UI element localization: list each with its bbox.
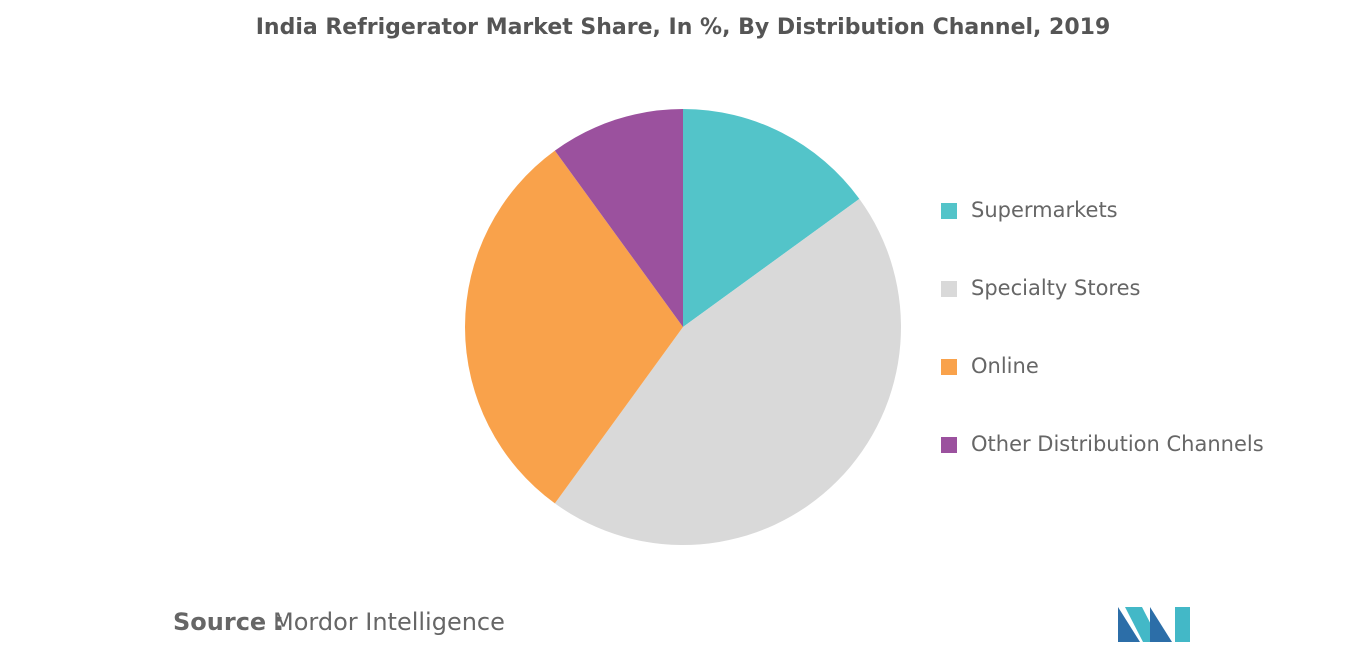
legend-swatch [941,203,957,219]
legend-label: Supermarkets [971,198,1118,222]
pie-slice [464,150,683,504]
pie-slice [554,109,683,327]
legend: Supermarkets Specialty Stores Online Other … [941,198,1264,456]
legend-swatch [941,281,957,297]
legend-label: Online [971,354,1039,378]
source: Mordor Intelligence [273,608,505,636]
chart-title: India Refrigerator Market Share, In %, B… [256,15,1111,40]
pie-slice [554,198,902,546]
source-label: Source : [173,608,284,636]
legend-swatch [941,359,957,375]
pie [464,109,902,546]
logo [1118,607,1190,642]
legend-swatch [941,437,957,453]
legend-label: Specialty Stores [971,276,1140,300]
legend-label: Other Distribution Channels [971,432,1264,456]
pie-slice [683,109,860,327]
